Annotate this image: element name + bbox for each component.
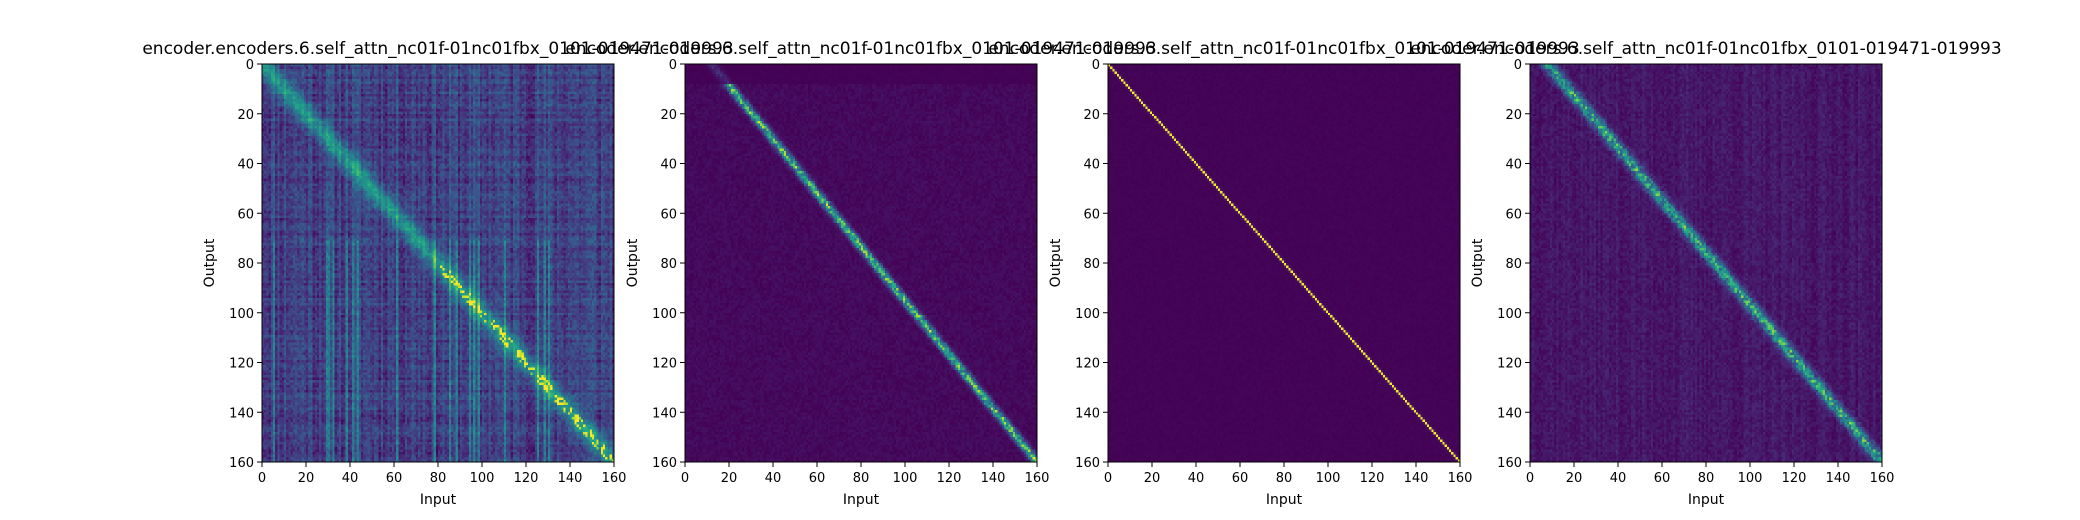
y-tick-label: 140	[229, 406, 254, 421]
y-tick-label: 60	[1083, 207, 1100, 222]
y-tick-label: 140	[1497, 406, 1522, 421]
y-tick-label: 140	[1075, 406, 1100, 421]
heatmap-cells	[1108, 64, 1460, 462]
x-tick-label: 100	[1316, 471, 1341, 486]
x-tick-label: 120	[1782, 471, 1807, 486]
y-tick-label: 40	[1505, 158, 1522, 173]
y-tick-label: 0	[1514, 58, 1522, 73]
y-tick-label: 40	[1083, 158, 1100, 173]
x-tick-label: 20	[298, 471, 315, 486]
x-tick-label: 0	[1104, 471, 1112, 486]
y-tick-label: 80	[237, 257, 254, 272]
y-tick-label: 160	[1075, 456, 1100, 471]
y-tick-label: 0	[669, 58, 677, 73]
x-tick-label: 0	[681, 471, 689, 486]
x-tick-label: 160	[1870, 471, 1895, 486]
x-tick-label: 40	[1188, 471, 1205, 486]
x-tick-label: 40	[342, 471, 359, 486]
heatmap-cells	[1530, 64, 1882, 462]
x-axis-label: Input	[1266, 492, 1303, 508]
y-axis-label: Output	[1470, 238, 1486, 287]
x-axis-label: Input	[420, 492, 457, 508]
y-tick-label: 40	[660, 158, 677, 173]
x-tick-label: 60	[809, 471, 826, 486]
y-tick-label: 0	[246, 58, 254, 73]
y-tick-label: 120	[229, 357, 254, 372]
x-tick-label: 140	[1826, 471, 1851, 486]
heatmap-cells	[262, 64, 614, 462]
x-tick-label: 160	[602, 471, 627, 486]
y-axis-label: Output	[202, 238, 218, 287]
x-tick-label: 100	[1738, 471, 1763, 486]
y-tick-label: 0	[1092, 58, 1100, 73]
x-tick-label: 140	[1404, 471, 1429, 486]
x-tick-label: 120	[1360, 471, 1385, 486]
y-tick-label: 80	[1505, 257, 1522, 272]
y-tick-label: 120	[1075, 357, 1100, 372]
x-tick-label: 60	[386, 471, 403, 486]
y-tick-label: 100	[229, 307, 254, 322]
x-tick-label: 160	[1025, 471, 1050, 486]
y-tick-label: 80	[1083, 257, 1100, 272]
chart-title: encoder.encoders.6.self_attn_nc01f-01nc0…	[1410, 39, 2001, 59]
y-tick-label: 120	[1497, 357, 1522, 372]
x-tick-label: 60	[1654, 471, 1671, 486]
x-tick-label: 60	[1232, 471, 1249, 486]
x-tick-label: 100	[893, 471, 918, 486]
heatmap-panel-4: 0 20 40 60 80 100 120 140 160 0 20 40 60 80 100 120 140 1…	[1410, 39, 2001, 508]
heatmap-panel-3: 0 20 40 60 80 100 120 140 160 0 20 40 60 80 100 120 140 1…	[988, 39, 1579, 508]
y-tick-label: 20	[1083, 108, 1100, 123]
x-tick-label: 120	[514, 471, 539, 486]
x-tick-label: 0	[258, 471, 266, 486]
chart-title: encoder.encoders.6.self_attn_nc01f-01nc0…	[142, 39, 733, 59]
x-tick-label: 80	[430, 471, 447, 486]
x-tick-label: 20	[1144, 471, 1161, 486]
heatmap-panel-2: 0 20 40 60 80 100 120 140 160 0 20 40 60 80 100 120 140 1…	[565, 39, 1156, 508]
chart-title: encoder.encoders.6.self_attn_nc01f-01nc0…	[565, 39, 1156, 59]
x-tick-label: 160	[1448, 471, 1473, 486]
y-tick-label: 100	[652, 307, 677, 322]
x-tick-label: 140	[558, 471, 583, 486]
y-tick-label: 60	[237, 207, 254, 222]
heatmap-cells	[685, 64, 1037, 462]
y-tick-label: 60	[1505, 207, 1522, 222]
x-tick-label: 20	[1566, 471, 1583, 486]
chart-title: encoder.encoders.6.self_attn_nc01f-01nc0…	[988, 39, 1579, 59]
x-tick-label: 80	[1698, 471, 1715, 486]
y-axis-label: Output	[1048, 238, 1064, 287]
y-tick-label: 140	[652, 406, 677, 421]
x-tick-label: 40	[1610, 471, 1627, 486]
y-tick-label: 100	[1497, 307, 1522, 322]
x-tick-label: 80	[1276, 471, 1293, 486]
y-tick-label: 160	[652, 456, 677, 471]
x-tick-label: 120	[937, 471, 962, 486]
x-tick-label: 140	[981, 471, 1006, 486]
y-tick-label: 60	[660, 207, 677, 222]
y-tick-label: 160	[1497, 456, 1522, 471]
y-tick-label: 20	[237, 108, 254, 123]
y-axis-label: Output	[625, 238, 641, 287]
y-tick-label: 20	[1505, 108, 1522, 123]
y-tick-label: 100	[1075, 307, 1100, 322]
x-tick-label: 0	[1526, 471, 1534, 486]
y-tick-label: 120	[652, 357, 677, 372]
x-axis-label: Input	[1688, 492, 1725, 508]
x-tick-label: 100	[470, 471, 495, 486]
y-tick-label: 20	[660, 108, 677, 123]
x-axis-label: Input	[843, 492, 880, 508]
x-tick-label: 80	[853, 471, 870, 486]
x-tick-label: 40	[765, 471, 782, 486]
y-tick-label: 160	[229, 456, 254, 471]
y-tick-label: 40	[237, 158, 254, 173]
heatmap-panel-1: 0 20 40 60 80 100 120 140 160 0 20 40 60 80 100 120 140 1…	[142, 39, 733, 508]
y-tick-label: 80	[660, 257, 677, 272]
x-tick-label: 20	[721, 471, 738, 486]
